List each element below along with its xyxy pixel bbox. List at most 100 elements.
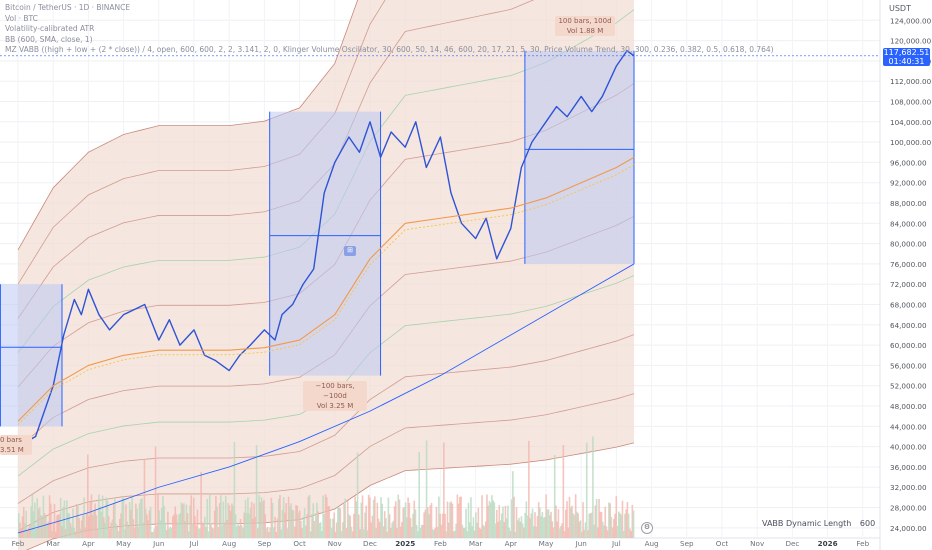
price-series bbox=[0, 50, 880, 534]
volume-bar bbox=[204, 516, 206, 538]
volume-bar bbox=[248, 513, 250, 538]
volume-bar bbox=[377, 518, 380, 538]
volume-bar bbox=[266, 526, 269, 538]
band-line bbox=[17, 334, 635, 504]
legend-bb[interactable]: BB (600, SMA, close, 1) bbox=[5, 34, 93, 44]
volume-bar bbox=[428, 514, 430, 538]
volume-bar bbox=[399, 526, 402, 538]
volume-bar bbox=[500, 513, 503, 538]
volume-bar bbox=[338, 507, 340, 538]
volume-bar bbox=[116, 527, 119, 538]
legend-symbol[interactable]: Bitcoin / TetherUS · 1D · BINANCE bbox=[5, 3, 131, 12]
measure-volume: Vol 3.25 M bbox=[316, 402, 354, 410]
legend-volume[interactable]: Vol · BTC bbox=[5, 13, 38, 23]
volume-bar bbox=[457, 503, 460, 538]
volume-bar bbox=[268, 531, 270, 538]
volume-bar bbox=[528, 440, 530, 538]
volume-bar bbox=[220, 495, 222, 538]
volume-bar bbox=[74, 531, 77, 538]
volume-bar bbox=[25, 510, 27, 538]
volume-bar bbox=[568, 496, 571, 538]
volume-bar bbox=[52, 523, 55, 538]
volume-bar bbox=[202, 522, 205, 538]
volume-bar bbox=[505, 518, 508, 538]
volume-bar bbox=[556, 521, 558, 538]
volume-bar bbox=[578, 521, 581, 538]
volume-bar bbox=[601, 521, 604, 538]
volume-bar bbox=[388, 514, 391, 538]
volume-bar bbox=[462, 527, 465, 538]
volume-bar bbox=[42, 495, 45, 538]
volume-bar bbox=[630, 530, 632, 538]
volume-bar bbox=[472, 517, 475, 538]
volume-bar bbox=[32, 511, 35, 538]
volume-bar bbox=[253, 503, 255, 538]
volume-bar bbox=[50, 503, 52, 538]
volume-bar bbox=[629, 528, 631, 538]
volume-bar bbox=[435, 506, 438, 538]
volume-bar bbox=[123, 528, 126, 538]
volume-bar bbox=[513, 496, 515, 538]
x-tick-label: Apr bbox=[82, 539, 94, 548]
measure-volume: 3.51 M bbox=[0, 446, 24, 454]
volume-bar bbox=[243, 512, 246, 538]
volume-bar bbox=[445, 531, 448, 538]
volume-bar bbox=[619, 513, 621, 538]
y-tick-label: 104,000.00 bbox=[890, 118, 932, 127]
volume-bar bbox=[593, 524, 595, 538]
volume-bar bbox=[216, 506, 218, 538]
volume-bar bbox=[319, 522, 322, 538]
volume-bar bbox=[190, 495, 193, 538]
volume-bar bbox=[188, 531, 190, 538]
volume-bar bbox=[35, 528, 37, 538]
volume-bar bbox=[199, 528, 201, 538]
volume-bar bbox=[430, 502, 433, 538]
time-axis[interactable]: Feb Mar Apr May Jun Jul Aug Sep Oct Nov Dec 2025 Feb… bbox=[12, 539, 870, 548]
volume-bar bbox=[404, 502, 407, 538]
volume-bar bbox=[397, 494, 400, 538]
volume-bar bbox=[514, 531, 517, 538]
volume-bar bbox=[64, 528, 67, 538]
volume-bar bbox=[259, 502, 262, 538]
volume-bar bbox=[560, 525, 562, 538]
vabb-label-value: 600 bbox=[859, 519, 876, 528]
volume-bar bbox=[398, 499, 401, 538]
y-tick-label: 96,000.00 bbox=[890, 158, 927, 167]
legend-atr[interactable]: Volatility-calibrated ATR bbox=[5, 24, 95, 34]
volume-bar bbox=[144, 508, 147, 538]
volume-bar bbox=[207, 531, 210, 538]
volume-bar bbox=[125, 504, 127, 538]
volume-bar bbox=[21, 516, 24, 538]
volume-bar bbox=[22, 507, 25, 538]
volume-bar bbox=[515, 507, 518, 538]
volume-bar bbox=[205, 526, 207, 538]
volume-bar bbox=[100, 511, 103, 538]
price-axis[interactable]: 24,000.00 28,000.00 32,000.00 36,000.00 40,0… bbox=[890, 16, 932, 533]
volume-bar bbox=[422, 524, 424, 538]
volume-bar bbox=[136, 508, 138, 538]
volume-bar bbox=[470, 497, 472, 538]
volume-bar bbox=[558, 528, 561, 538]
volume-bar bbox=[613, 518, 615, 538]
settings-gear-icon[interactable]: ⚙ bbox=[641, 522, 653, 534]
volume-bar bbox=[274, 516, 276, 538]
volume-bar bbox=[286, 528, 289, 538]
volume-bar bbox=[88, 516, 90, 538]
volume-bar bbox=[172, 516, 174, 538]
volume-bar bbox=[499, 520, 502, 538]
legend-vabb[interactable]: MZ VABB ((high + low + (2 * close)) / 4,… bbox=[5, 45, 774, 55]
volume-bar bbox=[119, 518, 121, 538]
x-tick-label: May bbox=[539, 539, 555, 548]
volume-bar bbox=[277, 498, 280, 538]
volume-bar bbox=[507, 505, 509, 538]
y-tick-label: 84,000.00 bbox=[890, 219, 927, 228]
volume-bar bbox=[609, 503, 611, 538]
volume-bar bbox=[411, 526, 413, 538]
volume-bar bbox=[77, 504, 79, 538]
volume-bar bbox=[330, 528, 333, 538]
measure-box-recent bbox=[524, 50, 634, 264]
volume-bar bbox=[237, 522, 239, 538]
grid-marker-icon[interactable]: ⊞ bbox=[344, 246, 356, 256]
volume-bar bbox=[463, 527, 466, 538]
